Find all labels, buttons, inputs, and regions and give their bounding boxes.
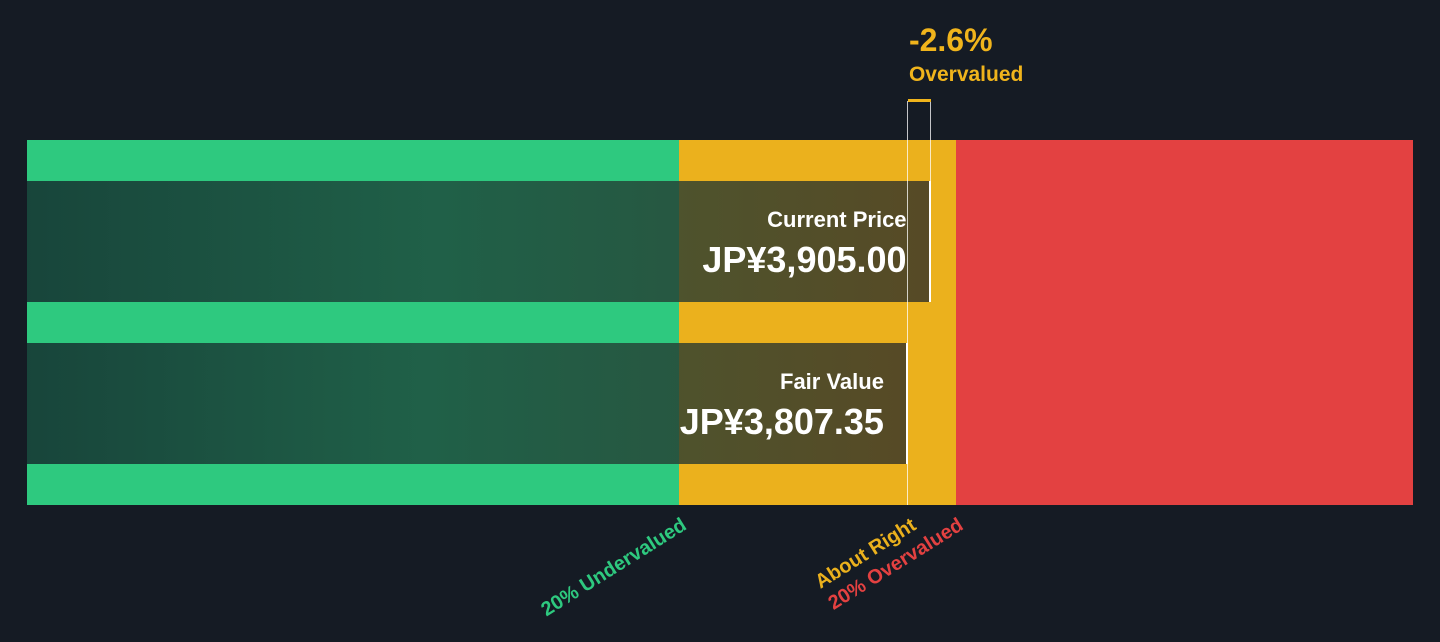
marker-cap [907,99,931,102]
fair-value-marker-line [906,101,908,505]
fair-value-bar: Fair Value JP¥3,807.35 [27,343,908,464]
fair-value-value: JP¥3,807.35 [679,401,884,442]
difference-percent: -2.6% [908,22,993,58]
difference-status: Overvalued [908,63,1024,86]
fair-value-label: Fair Value [780,369,884,394]
zone-overvalued [955,140,1413,505]
axis-label-undervalued: 20% Undervalued [537,514,691,622]
current-price-value: JP¥3,905.00 [702,239,907,280]
current-price-bar: Current Price JP¥3,905.00 [27,181,931,302]
current-price-edge [928,181,931,302]
current-price-label: Current Price [767,207,907,232]
current-price-marker-line [929,101,931,181]
